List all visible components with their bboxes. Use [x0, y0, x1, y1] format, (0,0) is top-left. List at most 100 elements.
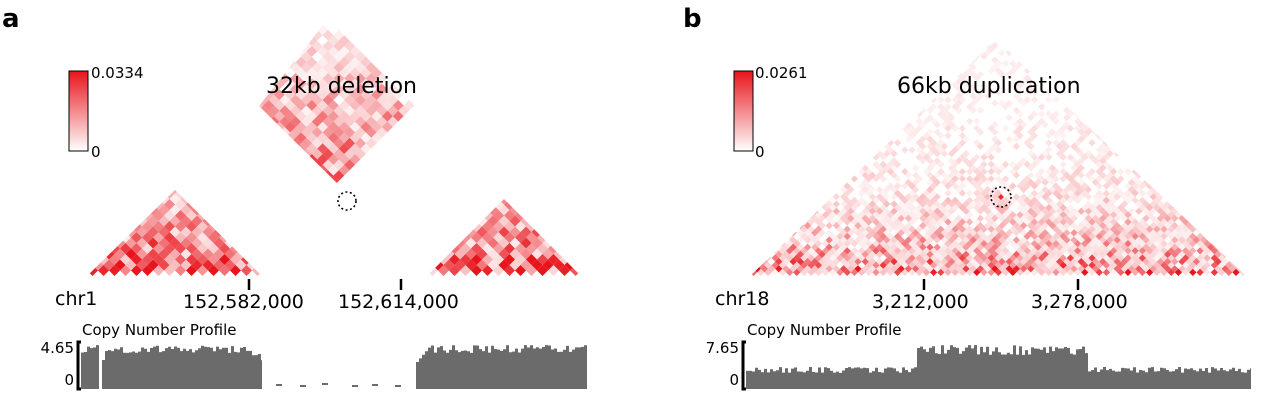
- heatmap-cell: [1120, 193, 1128, 201]
- heatmap-cell: [371, 132, 382, 144]
- heatmap-cell: [933, 200, 941, 208]
- heatmap-cell: [311, 105, 323, 117]
- heatmap-cell: [322, 181, 334, 191]
- heatmap-cell: [872, 261, 880, 269]
- heatmap-cell: [1063, 114, 1071, 122]
- heatmap-cell: [1023, 175, 1031, 183]
- heatmap-cell: [858, 189, 866, 197]
- heatmap-cell: [1020, 121, 1028, 129]
- heatmap-cell: [987, 232, 995, 240]
- heatmap-cell: [854, 265, 862, 273]
- heatmap-cell: [955, 171, 963, 179]
- heatmap-cell: [915, 261, 923, 269]
- heatmap-cell: [976, 222, 984, 230]
- heatmap-cell: [969, 265, 977, 273]
- heatmap-cell: [930, 211, 938, 219]
- heatmap-cell: [976, 171, 984, 179]
- heatmap-cell: [818, 229, 826, 237]
- heatmap-cell: [1048, 171, 1056, 179]
- heatmap-cell: [1182, 225, 1190, 233]
- heatmap-cell: [843, 261, 851, 269]
- heatmap-cell: [937, 225, 945, 233]
- heatmap-cell: [922, 153, 930, 161]
- heatmap-cell: [1002, 240, 1010, 248]
- heatmap-cell: [1174, 225, 1182, 233]
- heatmap-cell: [392, 100, 404, 111]
- heatmap-cell: [1070, 207, 1078, 215]
- heatmap-cell: [861, 200, 869, 208]
- heatmap-cell: [962, 200, 970, 208]
- heatmap-cell: [1088, 261, 1096, 269]
- heatmap-cell: [1164, 229, 1172, 237]
- heatmap-cell: [376, 105, 388, 117]
- heatmap-cell: [991, 128, 999, 136]
- heatmap-cell: [1138, 218, 1146, 226]
- heatmap-cell: [1038, 254, 1046, 262]
- heatmap-cell: [1077, 128, 1085, 136]
- heatmap-cell: [1189, 225, 1197, 233]
- heatmap-cell: [1120, 243, 1128, 251]
- heatmap-cell: [872, 211, 880, 219]
- heatmap-cell: [1196, 232, 1204, 240]
- heatmap-cell: [1178, 265, 1186, 273]
- heatmap-cell: [349, 100, 361, 111]
- heatmap-cell: [958, 204, 966, 212]
- heatmap-cell: [994, 146, 1002, 154]
- heatmap-cell: [1102, 254, 1110, 262]
- heatmap-cell: [1153, 225, 1161, 233]
- heatmap-cell: [1059, 196, 1067, 204]
- heatmap-cell: [1074, 268, 1082, 276]
- heatmap-cell: [1020, 186, 1028, 194]
- heatmap-cell: [1052, 247, 1060, 255]
- heatmap-cell: [1171, 265, 1179, 273]
- heatmap-cell: [814, 232, 822, 240]
- heatmap-cell: [930, 204, 938, 212]
- heatmap-cell: [1077, 178, 1085, 186]
- panel-a-highlight-circle: [337, 191, 357, 211]
- heatmap-cell: [1005, 49, 1013, 57]
- heatmap-cell: [926, 164, 934, 172]
- heatmap-cell: [1149, 214, 1157, 222]
- heatmap-cell: [962, 258, 970, 266]
- heatmap-cell: [1027, 164, 1035, 172]
- heatmap-cell: [840, 200, 848, 208]
- heatmap-cell: [876, 243, 884, 251]
- heatmap-cell: [843, 268, 851, 276]
- heatmap-cell: [284, 110, 296, 122]
- heatmap-cell: [1059, 225, 1067, 233]
- heatmap-cell: [1059, 204, 1067, 212]
- heatmap-cell: [771, 254, 779, 262]
- heatmap-cell: [976, 214, 984, 222]
- heatmap-cell: [1030, 124, 1038, 132]
- heatmap-cell: [1084, 265, 1092, 273]
- heatmap-cell: [1149, 243, 1157, 251]
- heatmap-cell: [958, 247, 966, 255]
- heatmap-cell: [1210, 254, 1218, 262]
- heatmap-cell: [1149, 207, 1157, 215]
- heatmap-cell: [973, 268, 981, 276]
- heatmap-cell: [1023, 247, 1031, 255]
- heatmap-cell: [904, 114, 912, 122]
- heatmap-cell: [1027, 114, 1035, 122]
- heatmap-cell: [991, 229, 999, 237]
- heatmap-cell: [1034, 229, 1042, 237]
- heatmap-cell: [1185, 250, 1193, 258]
- heatmap-cell: [912, 164, 920, 172]
- heatmap-cell: [1034, 258, 1042, 266]
- heatmap-cell: [1174, 254, 1182, 262]
- heatmap-cell: [1153, 204, 1161, 212]
- heatmap-cell: [1063, 121, 1071, 129]
- heatmap-cell: [1074, 146, 1082, 154]
- heatmap-cell: [295, 121, 307, 133]
- heatmap-cell: [778, 268, 786, 276]
- heatmap-cell: [1027, 250, 1035, 258]
- heatmap-cell: [1138, 204, 1146, 212]
- heatmap-cell: [360, 143, 372, 154]
- heatmap-cell: [1164, 214, 1172, 222]
- heatmap-cell: [1052, 218, 1060, 226]
- heatmap-cell: [966, 232, 974, 240]
- heatmap-cell: [786, 268, 794, 276]
- heatmap-cell: [371, 67, 382, 79]
- heatmap-cell: [1106, 207, 1114, 215]
- heatmap-cell: [1088, 175, 1096, 183]
